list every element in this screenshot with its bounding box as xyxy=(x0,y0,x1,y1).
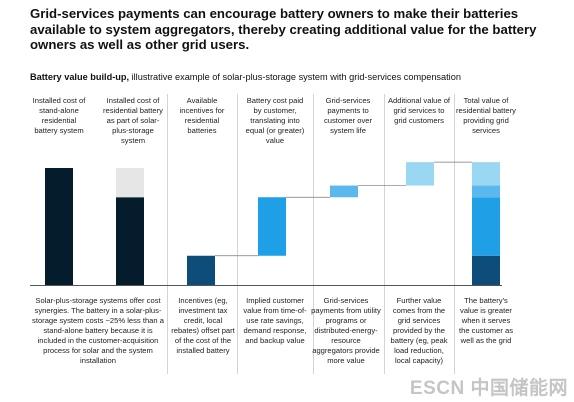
bar-synergy-savings xyxy=(116,168,144,198)
column-label-standalone-cost: Installed cost of stand-alone residentia… xyxy=(32,96,86,135)
column-label-incentives: Available incentives for residential bat… xyxy=(179,96,225,135)
bar-grid-services-payments xyxy=(330,185,358,198)
bar-additional-grid-value xyxy=(406,162,434,186)
description-additional-value: Further value comes from the grid servic… xyxy=(390,296,448,365)
description-incentives: Incentives (eg, investment tax credit, l… xyxy=(171,296,235,355)
column-label-grid-services-payments: Grid-services payments to customer over … xyxy=(323,96,373,135)
description-grid-payments: Grid-services payments from utility prog… xyxy=(311,296,381,365)
bar-total-additional-value xyxy=(472,162,500,186)
watermark-logo: ESCN 中国储能网 xyxy=(409,378,568,399)
bar-total-incentives xyxy=(472,255,500,285)
bar-solar-plus-storage-cost xyxy=(116,197,144,285)
bar-standalone-cost xyxy=(45,168,73,285)
description-cost-synergies: Solar-plus-storage systems offer cost sy… xyxy=(32,296,164,365)
column-label-customer-paid: Battery cost paid by customer, translati… xyxy=(245,96,305,145)
baseline xyxy=(30,285,502,286)
bar-total-grid-payments xyxy=(472,185,500,198)
bar-total-customer-paid xyxy=(472,197,500,256)
column-separator xyxy=(313,94,314,374)
column-separator xyxy=(454,94,455,374)
column-separator xyxy=(167,94,168,374)
column-separator xyxy=(237,94,238,374)
subtitle-rest: illustrative example of solar-plus-stora… xyxy=(129,72,461,82)
chart-title: Grid-services payments can encourage bat… xyxy=(30,6,537,52)
description-total-value: The battery's value is greater when it s… xyxy=(458,296,514,345)
column-label-solar-plus-storage-cost: Installed cost of residential battery as… xyxy=(103,96,163,145)
bar-incentives xyxy=(187,255,215,285)
column-label-total-value: Total value of residential battery provi… xyxy=(456,96,516,135)
column-label-additional-grid-value: Additional value of grid services to gri… xyxy=(387,96,451,125)
chart-subtitle: Battery value build-up, illustrative exa… xyxy=(30,71,570,83)
bar-customer-paid xyxy=(258,197,286,256)
column-separator xyxy=(384,94,385,374)
subtitle-lead: Battery value build-up, xyxy=(30,72,130,82)
description-customer-value: Implied customer value from time-of-use … xyxy=(243,296,307,345)
